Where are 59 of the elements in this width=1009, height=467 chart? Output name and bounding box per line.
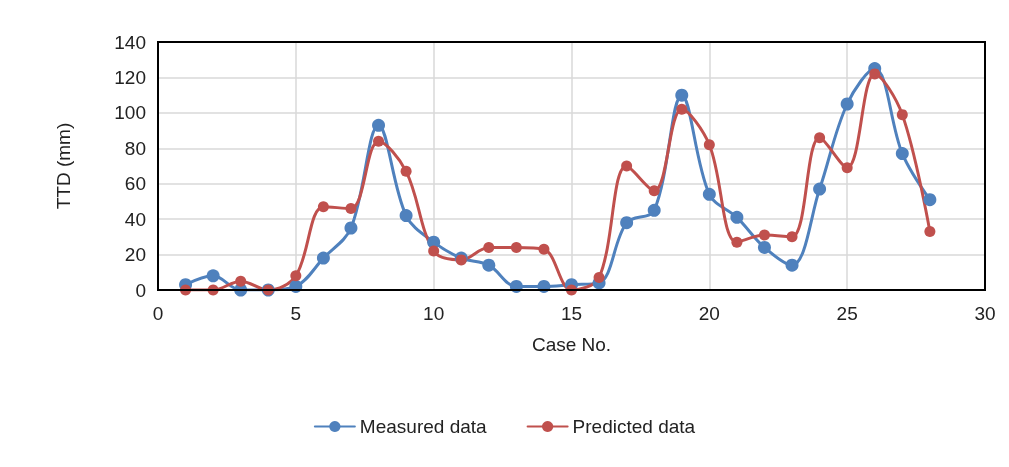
point xyxy=(869,68,881,80)
point xyxy=(813,182,827,196)
point xyxy=(924,226,936,238)
y-tick-label: 140 xyxy=(114,31,146,53)
y-tick-label: 40 xyxy=(124,208,146,230)
y-axis-title: TTD (mm) xyxy=(53,122,74,210)
x-tick-label: 20 xyxy=(698,303,720,324)
x-tick-label: 0 xyxy=(152,303,164,324)
point xyxy=(483,241,495,253)
point xyxy=(786,231,798,243)
legend-label: Measured data xyxy=(359,416,488,437)
x-tick-label: 10 xyxy=(423,303,445,324)
point xyxy=(757,240,771,254)
point xyxy=(841,162,853,174)
point xyxy=(345,203,357,215)
y-tick-label: 60 xyxy=(124,173,146,195)
y-tick-label: 0 xyxy=(135,279,146,301)
point xyxy=(648,185,660,197)
x-axis-title: Case No. xyxy=(531,334,612,355)
point xyxy=(428,245,440,257)
point xyxy=(344,221,358,235)
x-tick-label: 15 xyxy=(560,303,583,324)
point xyxy=(316,251,330,265)
point xyxy=(814,132,826,144)
point xyxy=(538,243,550,255)
point xyxy=(399,209,413,223)
point xyxy=(758,229,770,241)
point xyxy=(482,258,496,272)
y-tick-label: 120 xyxy=(114,66,146,88)
point xyxy=(896,109,908,121)
x-tick-label: 25 xyxy=(836,303,858,324)
point xyxy=(206,269,220,283)
point xyxy=(676,103,688,115)
y-tick-label: 100 xyxy=(114,102,146,124)
point xyxy=(647,203,661,217)
point xyxy=(730,210,744,224)
point xyxy=(372,118,386,132)
point xyxy=(373,135,385,147)
point xyxy=(840,97,854,111)
point xyxy=(400,165,412,177)
x-tick-label: 30 xyxy=(974,303,996,324)
y-tick-label: 80 xyxy=(124,137,146,159)
x-tick-label: 5 xyxy=(290,303,302,324)
point xyxy=(290,270,302,282)
point xyxy=(702,187,716,201)
point xyxy=(675,88,689,102)
legend-label: Predicted data xyxy=(572,416,696,437)
point xyxy=(923,193,937,207)
point xyxy=(621,160,633,172)
y-tick-label: 20 xyxy=(124,244,146,266)
point xyxy=(235,275,247,287)
point xyxy=(510,241,522,253)
point xyxy=(317,201,329,213)
point xyxy=(785,258,799,272)
point xyxy=(895,147,909,161)
point xyxy=(593,272,605,284)
point xyxy=(620,216,634,230)
point xyxy=(731,236,743,248)
point xyxy=(703,139,715,151)
